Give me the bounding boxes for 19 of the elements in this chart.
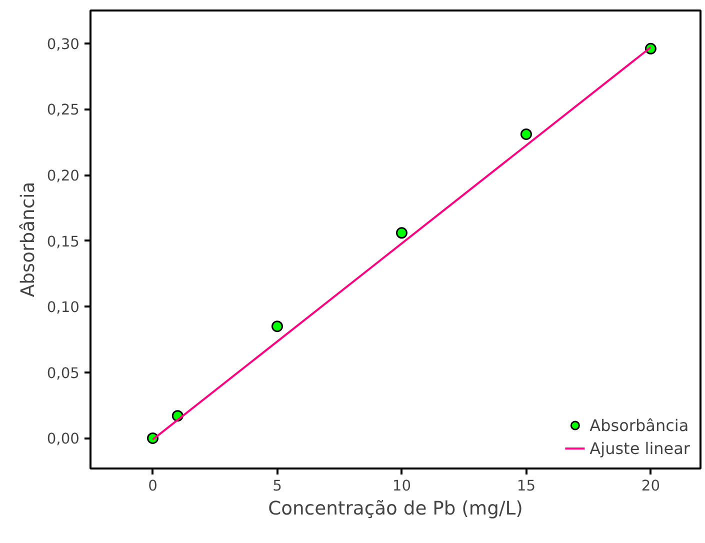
point [520,128,532,140]
y-tick-label: 0,10 [46,299,80,316]
y-tick-label: 0,20 [46,168,80,185]
x-tick-label: 5 [272,478,282,494]
y-tick-label: 0,00 [46,430,80,448]
legend-label: Absorbância [590,416,689,434]
x-tick-label: 15 [516,478,536,494]
x-tick-label: 0 [148,478,158,494]
y-tick-label: 0,05 [46,364,80,382]
x-axis-title: Concentração de Pb (mg/L) [268,498,523,520]
x-tick-label: 20 [641,478,660,494]
y-axis-title: Absorbância [18,182,39,298]
legend-label: Ajuste linear [590,438,690,458]
y-tick-label: 0,25 [46,102,80,119]
point [396,227,408,239]
point [271,320,283,332]
x-tick-label: 10 [392,478,412,494]
y-tick-label: 0,15 [46,233,80,250]
y-tick-label: 0,30 [46,36,80,53]
